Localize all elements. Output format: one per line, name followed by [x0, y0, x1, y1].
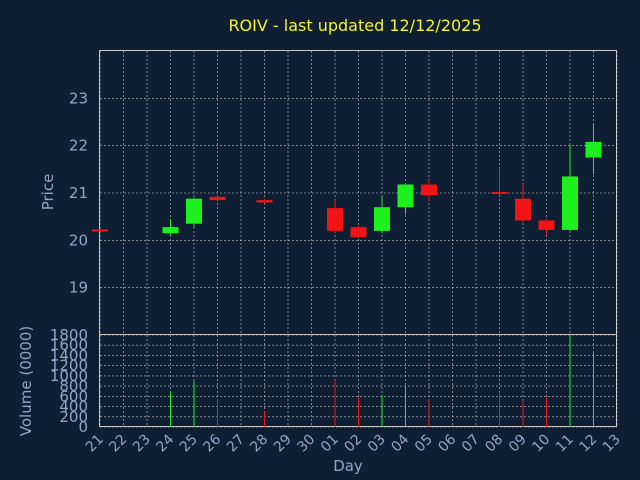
volume-tick-label: 0 — [78, 418, 88, 436]
candle-body — [209, 196, 226, 201]
price-axis-ticks: 19 20 21 22 23 — [69, 89, 88, 296]
price-panel-frame — [99, 50, 617, 335]
day-tick-label: 03 — [365, 432, 389, 456]
day-tick-label: 23 — [130, 432, 154, 456]
day-tick-label: 12 — [576, 432, 600, 456]
candle-body — [374, 207, 390, 231]
day-tick-label: 24 — [153, 431, 177, 455]
day-tick-label: 25 — [177, 432, 201, 456]
candle-body — [515, 198, 531, 221]
volume-tick-label: 1800 — [50, 326, 88, 344]
volume-tick-label: 200 — [59, 408, 88, 426]
day-tick-label: 27 — [224, 432, 248, 456]
day-tick-label: 28 — [247, 432, 271, 456]
day-tick-label: 13 — [600, 432, 624, 456]
volume-tick-label: 1200 — [50, 357, 88, 375]
candle-body — [562, 176, 578, 230]
volume-tick-label: 1600 — [50, 336, 88, 354]
volume-tick-label: 800 — [59, 377, 88, 395]
day-tick-label: 30 — [294, 432, 318, 456]
candle-body — [350, 227, 367, 238]
day-tick-label: 08 — [482, 432, 506, 456]
candle-body — [491, 192, 508, 195]
price-axis-label: Price — [39, 174, 57, 211]
day-tick-label: 11 — [553, 432, 577, 456]
price-tick-label: 23 — [69, 89, 88, 107]
volume-tick-label: 1400 — [50, 346, 88, 364]
day-tick-label: 10 — [529, 432, 553, 456]
day-tick-label: 06 — [435, 431, 459, 455]
day-tick-label: 29 — [271, 432, 295, 456]
price-gridlines — [99, 51, 618, 335]
volume-series — [170, 335, 594, 427]
price-tick-label: 22 — [69, 137, 88, 155]
candle-body — [421, 184, 437, 196]
day-tick-label: 26 — [200, 431, 224, 455]
day-tick-label: 02 — [341, 432, 365, 456]
candle-body — [327, 208, 343, 231]
volume-tick-label: 1000 — [50, 367, 88, 385]
candle-body — [397, 184, 414, 208]
candle-body — [585, 141, 602, 158]
day-tick-label: 22 — [106, 432, 130, 456]
day-tick-label: 04 — [388, 431, 412, 455]
candle-body — [162, 227, 179, 234]
candle-body — [256, 200, 273, 203]
price-tick-label: 21 — [69, 184, 88, 202]
chart-title: ROIV - last updated 12/12/2025 — [228, 16, 481, 35]
day-axis-ticks: 21 22 23 24 25 26 27 28 29 30 01 02 03 04 05 06 07 08 09 10… — [83, 431, 624, 455]
day-tick-label: 09 — [506, 432, 530, 456]
candle-body — [538, 220, 555, 230]
price-tick-label: 20 — [69, 231, 88, 249]
day-tick-label: 07 — [459, 432, 483, 456]
candlestick-series — [92, 124, 602, 238]
volume-tick-label: 400 — [59, 398, 88, 416]
volume-axis-label: Volume (0000) — [17, 326, 35, 436]
candle-body — [92, 229, 108, 232]
volume-tick-label: 600 — [59, 387, 88, 405]
day-tick-label: 01 — [318, 432, 342, 456]
day-tick-label: 05 — [412, 432, 436, 456]
price-tick-label: 19 — [69, 279, 88, 297]
candle-body — [186, 198, 202, 224]
day-axis-label: Day — [333, 457, 363, 475]
